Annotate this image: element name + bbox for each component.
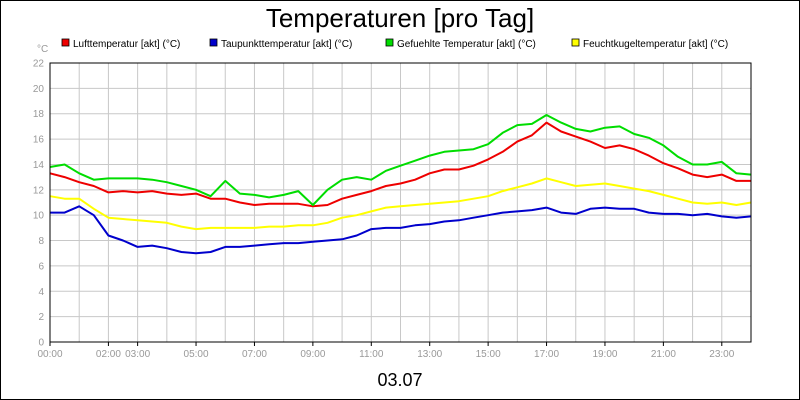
legend-label: Lufttemperatur [akt] (°C): [73, 39, 180, 50]
plot-area-border: [49, 62, 752, 343]
x-tick-label: 05:00: [184, 349, 209, 360]
x-tick-label: 15:00: [476, 349, 501, 360]
x-axis-ticks: 00:00 02:00 03:00 05:00 07:00 09:00 11:00 13:00…: [37, 342, 735, 360]
series-line: [49, 114, 752, 206]
y-tick-label: 2: [38, 312, 44, 323]
y-tick-label: 16: [33, 135, 45, 146]
y-tick-label: 18: [33, 109, 45, 120]
x-tick-label: 19:00: [592, 349, 617, 360]
series-line: [49, 177, 752, 231]
x-tick-label: 00:00: [37, 349, 62, 360]
grid: [50, 62, 751, 343]
legend-swatch: [61, 38, 70, 47]
y-tick-label: 0: [38, 338, 44, 349]
chart-title: Temperaturen [pro Tag]: [266, 3, 534, 33]
x-tick-label: 17:00: [534, 349, 559, 360]
x-tick-label: 21:00: [651, 349, 676, 360]
series-lines: [49, 114, 752, 255]
x-tick-label: 02:00: [96, 349, 121, 360]
y-tick-label: 8: [38, 236, 44, 247]
x-tick-label: 07:00: [242, 349, 267, 360]
legend-swatch: [571, 38, 580, 47]
y-tick-label: 6: [38, 261, 44, 272]
series-line: [49, 121, 751, 208]
y-axis-ticks: 0 2 4 6 8 10 12 14 16 18 20 22: [33, 59, 45, 349]
legend-swatch: [209, 38, 218, 47]
legend: Lufttemperatur [akt] (°C) Taupunkttempera…: [61, 38, 728, 50]
x-tick-label: 13:00: [417, 349, 442, 360]
y-tick-label: 22: [33, 59, 45, 70]
legend-label: Gefuehlte Temperatur [akt] (°C): [397, 39, 536, 50]
legend-label: Feuchtkugeltemperatur [akt] (°C): [583, 39, 728, 50]
x-tick-label: 23:00: [709, 349, 734, 360]
y-tick-label: 20: [33, 84, 45, 95]
y-tick-label: 4: [38, 287, 44, 298]
x-tick-label: 09:00: [300, 349, 325, 360]
y-tick-label: 10: [33, 211, 45, 222]
legend-swatch: [385, 38, 394, 47]
legend-label: Taupunkttemperatur [akt] (°C): [221, 39, 352, 50]
y-axis-unit: °C: [37, 44, 48, 55]
x-tick-label: 11:00: [359, 349, 384, 360]
y-tick-label: 14: [33, 160, 45, 171]
date-label: 03.07: [377, 370, 422, 390]
y-tick-label: 12: [33, 185, 45, 196]
x-tick-label: 03:00: [125, 349, 150, 360]
series-line: [50, 205, 752, 255]
